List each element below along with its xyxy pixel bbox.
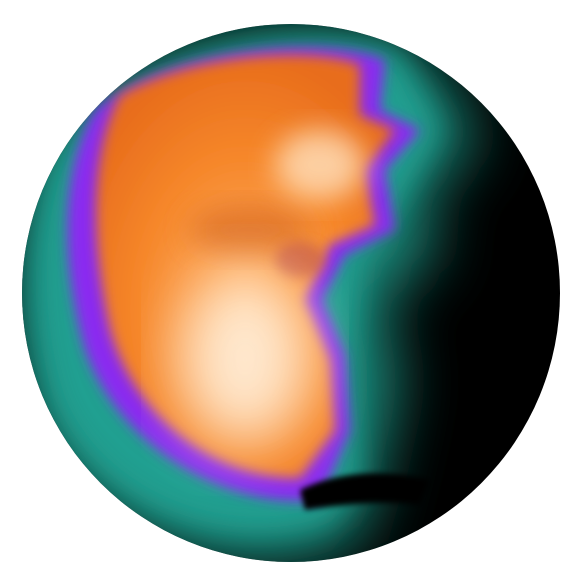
shade: [190, 205, 310, 255]
highlight: [275, 130, 365, 200]
highlight: [180, 275, 310, 445]
shade: [275, 242, 325, 278]
dark-notch: [300, 473, 430, 510]
